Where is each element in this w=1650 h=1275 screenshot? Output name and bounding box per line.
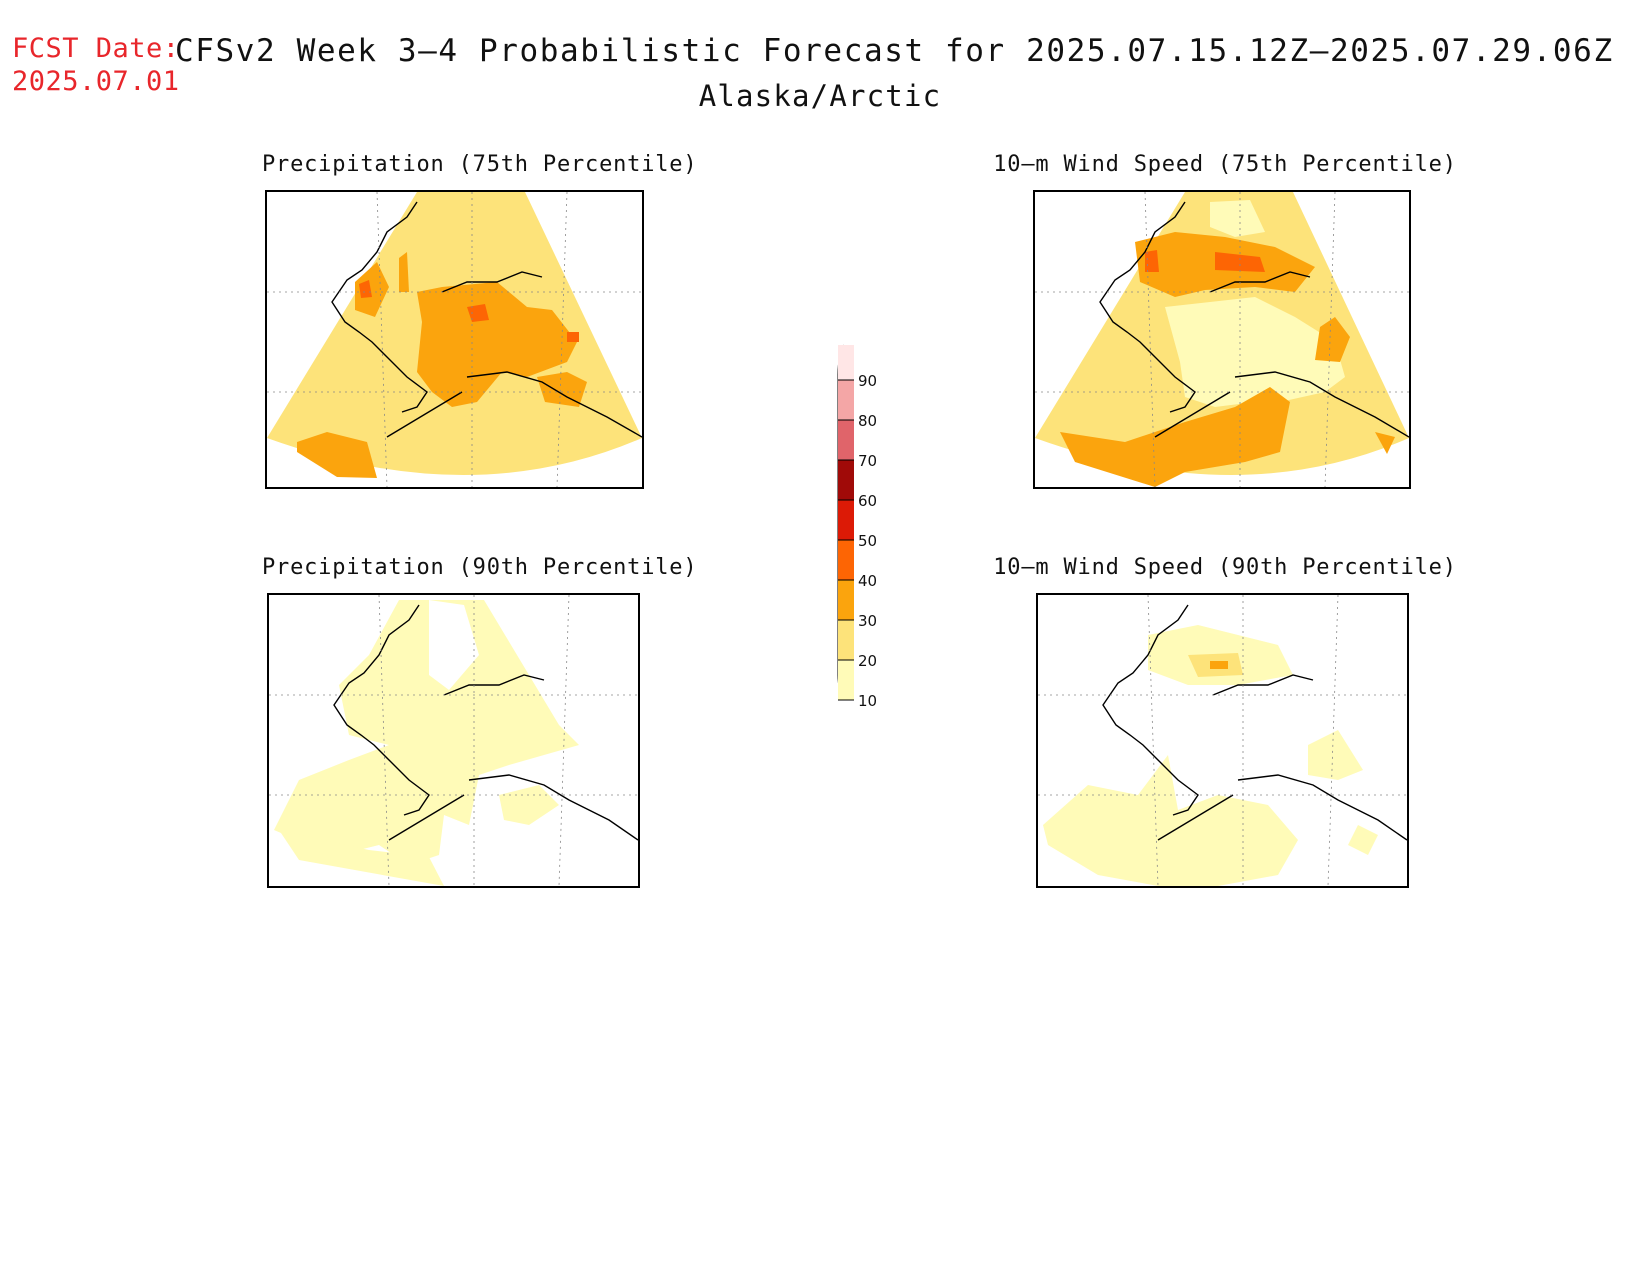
colorbar-segment-30-40	[838, 580, 854, 620]
coastline	[388, 794, 465, 841]
contour-30-40	[297, 432, 377, 478]
colorbar-label-10: 10	[858, 692, 878, 710]
colorbar-label-60: 60	[858, 492, 878, 510]
coastline	[1237, 774, 1407, 841]
contour-30-40	[537, 372, 587, 407]
contour-30-40	[1315, 317, 1350, 362]
contour-40-50	[359, 280, 372, 298]
map-precip-90	[269, 595, 638, 886]
coastline	[386, 391, 463, 438]
contour-30-40	[399, 252, 409, 292]
colorbar	[837, 344, 854, 701]
colorbar-label-50: 50	[858, 532, 878, 550]
coastline	[1157, 794, 1234, 841]
map-wind-75	[1035, 192, 1409, 487]
colorbar-segment-60-70	[838, 460, 854, 500]
forecast-date-value: 2025.07.01	[12, 66, 180, 97]
coastline	[466, 371, 642, 438]
colorbar-segment-70-80	[838, 420, 854, 460]
contour-30-40	[1060, 387, 1290, 487]
contour-30-40	[355, 262, 389, 317]
graticule	[269, 595, 638, 886]
map-panel-wind-90	[1036, 593, 1409, 888]
contour-10-20	[1043, 755, 1298, 886]
colorbar-segment-50-60	[838, 500, 854, 540]
region-subtitle: Alaska/Arctic	[698, 79, 942, 113]
below-10	[429, 600, 479, 690]
map-wind-90	[1038, 595, 1407, 886]
contour-10-20	[279, 830, 444, 886]
map-precip-75	[267, 192, 642, 487]
contour-30-40	[417, 282, 577, 407]
contour-10-20	[274, 600, 579, 865]
colorbar-label-30: 30	[858, 612, 878, 630]
panel-title-precip-75: Precipitation (75th Percentile)	[262, 152, 698, 177]
coastline	[1099, 201, 1311, 413]
graticule	[1035, 192, 1409, 487]
coastline	[333, 604, 545, 816]
contour-10-20	[1210, 200, 1265, 237]
colorbar-label-70: 70	[858, 452, 878, 470]
graticule	[1038, 595, 1407, 886]
map-panel-wind-75	[1033, 190, 1411, 489]
contour-40-50	[1145, 250, 1159, 272]
colorbar-segment-20-30	[838, 620, 854, 660]
forecast-date-label: FCST Date:	[12, 33, 180, 64]
contour-40-50	[467, 304, 489, 322]
contour-10-20	[1308, 730, 1363, 780]
colorbar-segment-80-90	[838, 380, 854, 420]
colorbar-label-90: 90	[858, 372, 878, 390]
contour-10-20	[1348, 825, 1378, 855]
coastline	[1154, 391, 1231, 438]
contour-40-50	[1215, 252, 1265, 272]
coastline	[331, 201, 543, 413]
contour-10-20	[499, 785, 559, 825]
panel-title-precip-90: Precipitation (90th Percentile)	[262, 555, 698, 580]
map-panel-precip-90	[267, 593, 640, 888]
contour-30-40	[1375, 432, 1395, 454]
colorbar-segment-10-20	[838, 660, 854, 700]
page-title: CFSv2 Week 3–4 Probabilistic Forecast fo…	[175, 33, 1614, 69]
colorbar-segment-40-50	[838, 540, 854, 580]
colorbar-label-80: 80	[858, 412, 878, 430]
map-panel-precip-75	[265, 190, 644, 489]
coastline	[1102, 604, 1314, 816]
colorbar-label-40: 40	[858, 572, 878, 590]
panel-title-wind-90: 10–m Wind Speed (90th Percentile)	[993, 555, 1457, 580]
contour-30-40	[1210, 661, 1228, 669]
coastline	[468, 774, 638, 841]
graticule	[267, 192, 642, 487]
coastline	[1234, 371, 1409, 438]
colorbar-ticks	[838, 379, 854, 701]
colorbar-label-20: 20	[858, 652, 878, 670]
panel-title-wind-75: 10–m Wind Speed (75th Percentile)	[993, 152, 1457, 177]
contour-40-50	[567, 332, 579, 342]
colorbar-segment-90	[838, 345, 854, 390]
